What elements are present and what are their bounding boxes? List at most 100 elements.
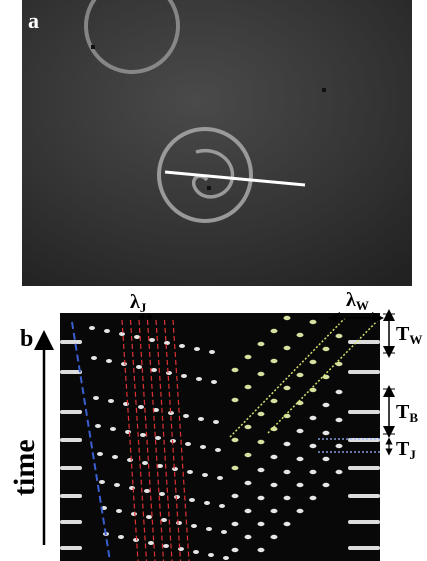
dot <box>146 515 152 519</box>
dot <box>270 534 278 540</box>
ring <box>157 127 253 223</box>
dot <box>270 454 278 460</box>
dot <box>296 428 304 434</box>
dot <box>244 384 252 390</box>
dot <box>335 469 343 475</box>
dot <box>106 359 112 363</box>
dot <box>93 396 99 400</box>
panel-b-image <box>60 313 380 561</box>
streak <box>348 410 380 414</box>
dot <box>231 465 239 471</box>
red-guide <box>129 319 148 561</box>
dot <box>142 461 148 465</box>
dot <box>148 541 154 545</box>
dot <box>110 427 116 431</box>
streak <box>60 340 82 344</box>
dot <box>104 329 110 333</box>
dot <box>257 371 265 377</box>
spiral <box>192 148 235 199</box>
dot <box>144 489 150 493</box>
symbol: T <box>396 401 410 423</box>
symbol: T <box>396 438 410 460</box>
red-guide <box>121 319 139 561</box>
dot <box>95 424 101 428</box>
dot <box>131 512 137 516</box>
dot <box>129 486 135 490</box>
dot <box>257 411 265 417</box>
blue-guide <box>71 321 111 561</box>
dot <box>309 495 317 501</box>
dot <box>112 455 118 459</box>
dot <box>309 415 317 421</box>
dot <box>155 436 161 440</box>
dot <box>174 495 180 499</box>
cut-line <box>164 170 306 187</box>
dot <box>231 437 239 443</box>
defect <box>322 88 326 92</box>
dot <box>231 397 239 403</box>
streak <box>348 546 380 550</box>
dot <box>185 442 191 446</box>
dot <box>99 480 105 484</box>
red-guide <box>138 319 156 561</box>
dot <box>161 518 167 522</box>
dot <box>231 547 239 553</box>
dot <box>309 469 317 475</box>
dot <box>198 417 204 421</box>
dot <box>335 443 343 449</box>
dot <box>335 389 343 395</box>
dot <box>97 452 103 456</box>
dot <box>335 417 343 423</box>
panel-label: a <box>28 8 39 33</box>
dot <box>296 400 304 406</box>
dot <box>244 452 252 458</box>
dot <box>322 346 330 352</box>
dot <box>257 341 265 347</box>
streak <box>348 466 380 470</box>
red-guide <box>155 319 173 561</box>
dot <box>121 362 127 366</box>
streak <box>348 370 380 374</box>
dot <box>283 345 291 351</box>
dot <box>202 473 208 477</box>
dot <box>283 413 291 419</box>
dot <box>89 326 95 330</box>
red-guide <box>172 319 190 561</box>
dot <box>191 524 197 528</box>
dot <box>196 377 202 381</box>
dot <box>116 509 122 513</box>
dot <box>309 319 317 325</box>
dot <box>322 482 330 488</box>
defect <box>207 186 211 190</box>
symbol: λ <box>346 289 356 311</box>
dot <box>309 359 317 365</box>
dot <box>257 467 265 473</box>
dot <box>200 445 206 449</box>
dot <box>193 550 199 554</box>
red-guide <box>146 319 165 561</box>
dot <box>211 380 217 384</box>
dot <box>231 521 239 527</box>
dot <box>159 492 165 496</box>
streak <box>60 466 82 470</box>
dot <box>149 338 155 342</box>
dot <box>114 483 120 487</box>
dot <box>179 344 185 348</box>
dot <box>91 356 97 360</box>
dot <box>283 441 291 447</box>
t-w: TW <box>396 323 422 347</box>
dot <box>322 402 330 408</box>
dot <box>127 458 133 462</box>
dot <box>178 547 184 551</box>
dot <box>244 534 252 540</box>
dot <box>257 547 265 553</box>
dot <box>283 469 291 475</box>
streak <box>60 410 82 414</box>
dot <box>223 556 229 560</box>
dot <box>270 328 278 334</box>
dot <box>283 385 291 391</box>
dot <box>206 527 212 531</box>
dot <box>244 354 252 360</box>
dot <box>231 493 239 499</box>
dot <box>296 372 304 378</box>
